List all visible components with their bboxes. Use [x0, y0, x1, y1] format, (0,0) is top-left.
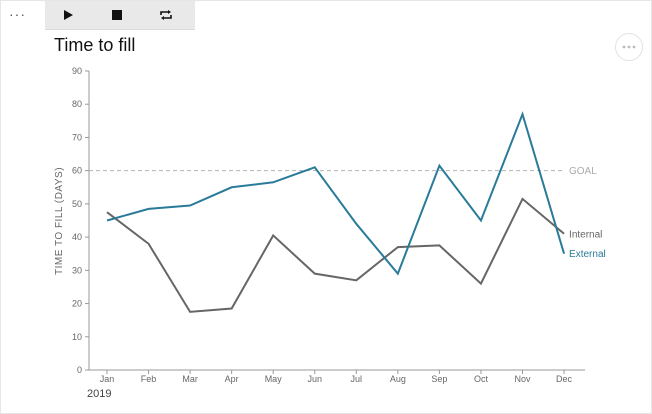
series-line-internal	[106, 197, 565, 313]
y-tick-label: 70	[72, 132, 82, 142]
goal-layer: GOAL	[89, 166, 597, 177]
x-tick-label: Jun	[307, 374, 322, 384]
y-axis-title: TIME TO FILL (DAYS)	[54, 167, 65, 275]
series-layer: Internal External	[106, 111, 606, 313]
x-tick-label: Oct	[474, 374, 489, 384]
x-tick-label: Aug	[390, 374, 406, 384]
x-tick-label: Nov	[514, 374, 531, 384]
x-tick-label: Mar	[182, 374, 198, 384]
x-tick-label: Dec	[556, 374, 573, 384]
playback-toolbar	[45, 1, 195, 30]
series-line-external	[106, 111, 566, 276]
x-axis: Jan Feb Mar Apr May Jun Jul Aug Sep Oct Nov Dec	[89, 369, 585, 384]
y-tick-label: 10	[72, 332, 82, 342]
series-label-internal: Internal	[569, 229, 602, 240]
y-tick-label: 80	[72, 99, 82, 109]
chart-title: Time to fill	[54, 35, 136, 55]
goal-label: GOAL	[569, 166, 597, 177]
y-axis: 0 10 20 30 40 50 60 70 80 90	[72, 66, 90, 375]
repeat-icon	[160, 10, 172, 20]
more-options-button[interactable]	[615, 33, 643, 61]
x-tick-label: Sep	[431, 374, 447, 384]
year-label: 2019	[87, 388, 111, 400]
play-icon	[64, 10, 73, 20]
ellipsis-menu-button[interactable]: ···	[9, 6, 26, 22]
x-tick-label: Jul	[351, 374, 363, 384]
x-tick-label: Jan	[100, 374, 115, 384]
stop-button[interactable]	[106, 5, 128, 25]
stop-icon	[112, 10, 122, 20]
x-tick-label: Apr	[225, 374, 239, 384]
x-tick-label: Feb	[141, 374, 157, 384]
y-tick-label: 90	[72, 66, 82, 76]
repeat-button[interactable]	[155, 5, 177, 25]
play-button[interactable]	[57, 5, 79, 25]
y-tick-label: 0	[77, 365, 82, 375]
x-tick-label: May	[265, 374, 283, 384]
y-tick-label: 20	[72, 299, 82, 309]
more-horizontal-icon	[622, 45, 636, 49]
series-label-external: External	[569, 249, 606, 260]
y-tick-label: 30	[72, 265, 82, 275]
y-tick-label: 60	[72, 166, 82, 176]
y-tick-label: 50	[72, 199, 82, 209]
y-tick-label: 40	[72, 232, 82, 242]
